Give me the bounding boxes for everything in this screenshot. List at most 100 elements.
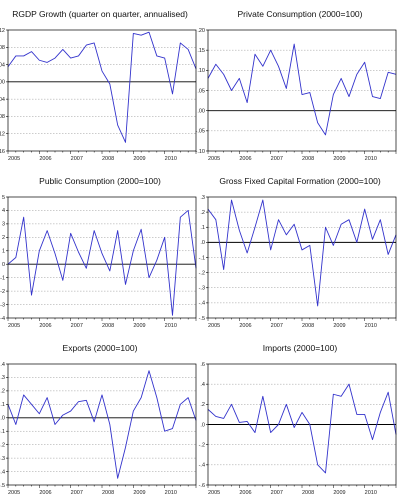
- y-tick-label: 2: [2, 235, 5, 241]
- x-tick-label: 2010: [365, 490, 377, 496]
- chart-title: Exports (2000=100): [62, 343, 138, 353]
- y-tick-label: -1: [0, 275, 5, 281]
- series-line: [7, 209, 197, 316]
- y-tick-label: .6: [200, 362, 205, 368]
- y-tick-label: 3: [2, 222, 5, 228]
- y-tick-label: 1: [2, 249, 5, 255]
- y-tick-label: .10: [197, 68, 205, 74]
- x-tick-label: 2010: [365, 156, 377, 162]
- x-tick-label: 2010: [165, 323, 177, 329]
- y-tick-label: -.1: [199, 255, 205, 261]
- chart-panel-private-consumption: Private Consumption (2000=100) .20 .15 .10…: [196, 0, 400, 167]
- x-tick-label: 2010: [165, 156, 177, 162]
- x-tick-label: 2007: [271, 323, 283, 329]
- y-tick-label: .15: [197, 48, 205, 54]
- plot-frame: [207, 363, 397, 486]
- y-tick-label: -.5: [199, 316, 205, 322]
- plot-frame: [7, 29, 197, 152]
- x-tick-label: 2005: [208, 490, 220, 496]
- y-tick-label: -.2: [199, 270, 205, 276]
- chart-panel-exports: Exports (2000=100) .4 .3 .2 .1 .0 -.1 -.2 -.3 -.…: [0, 334, 200, 501]
- x-tick-label: 2007: [71, 490, 83, 496]
- y-tick-label: .4: [200, 382, 205, 388]
- y-tick-label: -.4: [0, 469, 5, 475]
- x-tick-label: 2005: [8, 490, 20, 496]
- x-tick-label: 2009: [133, 490, 145, 496]
- y-tick-label: .2: [0, 389, 5, 395]
- chart-panel-rgdp-growth: RGDP Growth (quarter on quarter, annuali…: [0, 0, 200, 167]
- chart-title: RGDP Growth (quarter on quarter, annuali…: [12, 9, 188, 19]
- y-tick-label: -.2: [199, 442, 205, 448]
- x-tick-label: 2005: [8, 156, 20, 162]
- y-tick-label: -.1: [0, 429, 5, 435]
- x-tick-label: 2005: [8, 323, 20, 329]
- y-tick-label: .05: [197, 88, 205, 94]
- y-tick-label: .0: [200, 422, 205, 428]
- x-tick-label: 2006: [39, 323, 51, 329]
- y-tick-label: 4: [2, 208, 5, 214]
- x-tick-label: 2010: [165, 490, 177, 496]
- x-tick-label: 2008: [302, 156, 314, 162]
- y-tick-label: -.08: [0, 114, 5, 120]
- series-line: [7, 370, 197, 479]
- y-tick-label: .00: [0, 80, 5, 86]
- y-tick-label: -.16: [0, 149, 5, 155]
- series-line: [7, 31, 197, 143]
- x-tick-label: 2007: [71, 156, 83, 162]
- plot-frame: [207, 29, 397, 152]
- x-tick-label: 2006: [239, 323, 251, 329]
- y-tick-label: .3: [0, 375, 5, 381]
- y-tick-label: -.2: [0, 442, 5, 448]
- y-tick-label: -.4: [199, 301, 205, 307]
- x-tick-label: 2008: [302, 490, 314, 496]
- chart-title: Gross Fixed Capital Formation (2000=100): [219, 176, 381, 186]
- x-tick-label: 2009: [133, 323, 145, 329]
- y-tick-label: -.05: [196, 129, 205, 135]
- chart-title: Imports (2000=100): [262, 343, 338, 353]
- x-tick-label: 2006: [239, 156, 251, 162]
- x-tick-label: 2008: [102, 490, 114, 496]
- x-tick-label: 2009: [333, 323, 345, 329]
- x-tick-label: 2009: [333, 490, 345, 496]
- y-tick-label: .3: [200, 195, 205, 201]
- chart-panel-public-consumption: Public Consumption (2000=100) 5 4 3 2 1 0 -1 -2…: [0, 167, 200, 334]
- x-tick-label: 2007: [271, 490, 283, 496]
- y-tick-label: .1: [0, 402, 5, 408]
- x-tick-label: 2009: [333, 156, 345, 162]
- y-tick-label: .0: [200, 240, 205, 246]
- y-tick-label: .00: [197, 108, 205, 114]
- y-tick-label: -.6: [199, 483, 205, 489]
- y-tick-label: -2: [0, 289, 5, 295]
- x-tick-label: 2007: [71, 323, 83, 329]
- x-tick-label: 2006: [239, 490, 251, 496]
- x-tick-label: 2006: [39, 156, 51, 162]
- chart-panel-gross-fixed-capital-formation: Gross Fixed Capital Formation (2000=100)…: [199, 167, 400, 334]
- y-tick-label: .4: [0, 362, 5, 368]
- series-line: [207, 43, 397, 136]
- y-tick-label: .0: [0, 416, 5, 422]
- x-tick-label: 2009: [133, 156, 145, 162]
- y-tick-label: -3: [0, 302, 5, 308]
- y-tick-label: .08: [0, 45, 5, 51]
- y-tick-label: .12: [0, 28, 5, 34]
- y-tick-label: -.5: [0, 483, 5, 489]
- chart-title: Public Consumption (2000=100): [39, 176, 161, 186]
- chart-panel-imports: Imports (2000=100) .6 .4 .2 .0 -.2 -.4 -.6 2005…: [199, 334, 400, 501]
- x-tick-label: 2007: [271, 156, 283, 162]
- y-tick-label: .04: [0, 62, 5, 68]
- x-tick-label: 2010: [365, 323, 377, 329]
- y-tick-label: -.12: [0, 132, 5, 138]
- y-tick-label: .2: [200, 402, 205, 408]
- y-tick-label: .2: [200, 210, 205, 216]
- x-tick-label: 2006: [39, 490, 51, 496]
- plot-frame: [7, 196, 197, 319]
- y-tick-label: 5: [2, 195, 5, 201]
- x-tick-label: 2005: [208, 323, 220, 329]
- series-line: [207, 383, 397, 474]
- y-tick-label: -4: [0, 316, 5, 322]
